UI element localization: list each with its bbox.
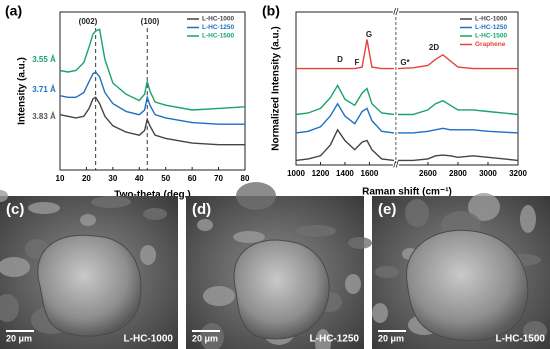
sem-image: (c) 20 μm L-HC-1000 xyxy=(0,190,178,349)
series-line xyxy=(59,28,246,111)
sem-main-particle xyxy=(37,234,142,337)
series-line xyxy=(295,102,519,134)
sem-particle xyxy=(468,193,500,221)
legend-label: L-HC-1250 xyxy=(475,24,508,31)
legend-label: L-HC-1000 xyxy=(475,16,508,23)
x-tick-label: 60 xyxy=(188,174,197,183)
legend-label: Graphene xyxy=(475,41,506,48)
sample-name: L-HC-1500 xyxy=(496,334,546,345)
panel-label: (b) xyxy=(262,3,280,19)
sem-particle xyxy=(80,214,96,226)
series-line xyxy=(59,96,245,146)
series-line xyxy=(295,83,519,116)
x-tick-label: 2600 xyxy=(419,169,437,178)
sem-particle xyxy=(197,219,213,231)
series-line xyxy=(59,71,245,125)
sem-particle xyxy=(375,266,399,278)
annotation: G xyxy=(366,30,372,39)
x-tick-label: 20 xyxy=(82,174,91,183)
scale-bar-label: 20 μm xyxy=(378,333,404,343)
x-tick-label: 3000 xyxy=(479,169,497,178)
x-tick-label: 80 xyxy=(241,174,250,183)
legend-label: L-HC-1000 xyxy=(202,16,235,23)
legend-label: L-HC-1250 xyxy=(202,24,235,31)
x-tick-label: 1400 xyxy=(336,169,354,178)
sem-particle xyxy=(200,323,224,349)
axis-break-mark: // xyxy=(393,6,399,16)
sem-particle xyxy=(315,329,331,349)
annotation: G* xyxy=(400,58,410,67)
x-tick-label: 1200 xyxy=(312,169,330,178)
x-tick-label: 50 xyxy=(161,174,170,183)
panel-label: (a) xyxy=(5,3,22,19)
scale-bar-label: 20 μm xyxy=(6,333,32,343)
x-tick-label: 10 xyxy=(56,174,65,183)
sem-main-particle xyxy=(406,229,529,342)
sem-particle xyxy=(233,231,265,243)
sem-particle xyxy=(203,286,235,306)
sem-particle xyxy=(372,303,388,323)
sem-particle xyxy=(28,202,60,214)
sem-panel-label: (d) xyxy=(192,201,211,218)
sem-particle xyxy=(140,245,156,265)
sem-particle xyxy=(520,205,536,233)
legend-label: L-HC-1500 xyxy=(202,33,235,40)
annotation: (002) xyxy=(79,17,98,26)
sample-name: L-HC-1000 xyxy=(124,334,174,345)
sem-particle xyxy=(143,208,167,220)
annotation: D xyxy=(337,55,343,64)
sem-main-particle xyxy=(233,239,330,340)
sem-particle xyxy=(348,237,372,249)
annotation: F xyxy=(355,58,360,67)
x-tick-label: 1600 xyxy=(361,169,379,178)
plot-frame xyxy=(59,11,246,171)
annotation: (100) xyxy=(141,17,160,26)
axis-break-gap xyxy=(392,10,399,14)
x-axis-label: Two-theta (deg.) xyxy=(114,190,190,201)
sem-particle xyxy=(91,196,131,208)
y-axis-label: Normalized Intensity (a.u.) xyxy=(271,26,282,150)
sem-particle xyxy=(345,274,361,294)
x-tick-label: 70 xyxy=(214,174,223,183)
sem-particle xyxy=(405,199,429,227)
scale-bar-label: 20 μm xyxy=(192,333,218,343)
sem-particle xyxy=(523,321,547,341)
annotation: 2D xyxy=(429,43,439,52)
sem-particle xyxy=(236,182,276,210)
y-axis-label: Intensity (a.u.) xyxy=(17,57,28,125)
plot-frame xyxy=(295,11,519,166)
x-tick-label: 2800 xyxy=(449,169,467,178)
x-tick-label: 1000 xyxy=(287,169,305,178)
series-line xyxy=(295,128,519,162)
series-line xyxy=(296,39,518,70)
x-tick-label: 3200 xyxy=(509,169,527,178)
axis-break-mark: // xyxy=(393,159,399,169)
sem-image: (d) 20 μm L-HC-1250 xyxy=(186,182,372,349)
sample-name: L-HC-1250 xyxy=(310,334,360,345)
sem-particle xyxy=(0,257,30,277)
annotation: 3.55 Å xyxy=(32,55,56,64)
sem-panel-label: (e) xyxy=(378,201,396,218)
x-axis-label: Raman shift (cm⁻¹) xyxy=(362,187,452,198)
annotation: 3.71 Å xyxy=(32,85,56,94)
axis-break-gap xyxy=(392,163,399,167)
annotation: 3.83 Å xyxy=(32,112,56,121)
sem-particle xyxy=(0,294,19,322)
sem-particle xyxy=(296,225,336,237)
sem-image: (e) 20 μm L-HC-1500 xyxy=(372,193,550,349)
x-tick-label: 40 xyxy=(135,174,144,183)
x-tick-label: 30 xyxy=(108,174,117,183)
sem-particle xyxy=(0,190,8,202)
sem-panel-label: (c) xyxy=(6,201,24,218)
legend-label: L-HC-1500 xyxy=(475,33,508,40)
